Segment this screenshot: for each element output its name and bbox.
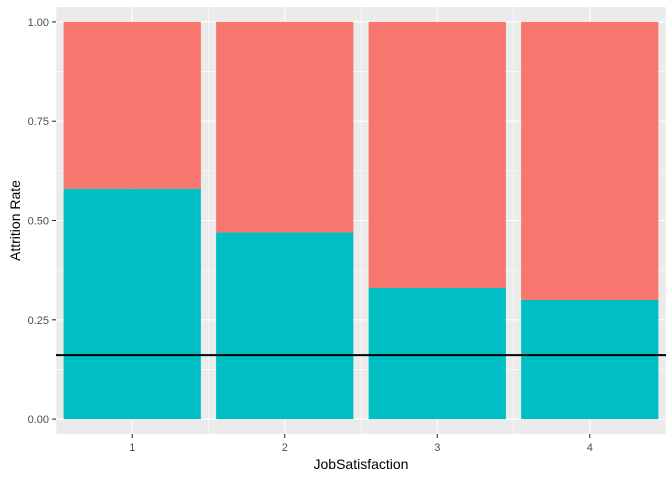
x-tick-label: 4: [587, 442, 593, 454]
y-axis-ticks: 0.00 0.25 0.50 0.75 1.00: [28, 17, 56, 426]
bar-segment-4-0: [521, 299, 659, 420]
y-tick-label: 0.50: [28, 216, 49, 228]
x-tick-label: 2: [282, 442, 288, 454]
x-tick-label: 3: [434, 442, 440, 454]
y-tick-label: 0.25: [28, 315, 49, 327]
y-tick-label: 1.00: [28, 17, 49, 29]
bar-segment-2-0: [216, 232, 354, 420]
x-axis-ticks: 1 2 3 4: [129, 434, 593, 454]
bar-segment-2-1: [216, 21, 354, 233]
y-tick-label: 0.75: [28, 116, 49, 128]
y-axis-title: Attrition Rate: [7, 180, 23, 261]
x-tick-label: 1: [129, 442, 135, 454]
bar-segment-3-0: [368, 288, 506, 420]
x-axis-title: JobSatisfaction: [314, 456, 409, 472]
bar-segment-1-0: [63, 188, 201, 420]
bars: [63, 21, 659, 420]
bar-segment-1-1: [63, 21, 201, 189]
y-tick-label: 0.00: [28, 414, 49, 426]
bar-segment-3-1: [368, 21, 506, 289]
bar-segment-4-1: [521, 21, 659, 300]
